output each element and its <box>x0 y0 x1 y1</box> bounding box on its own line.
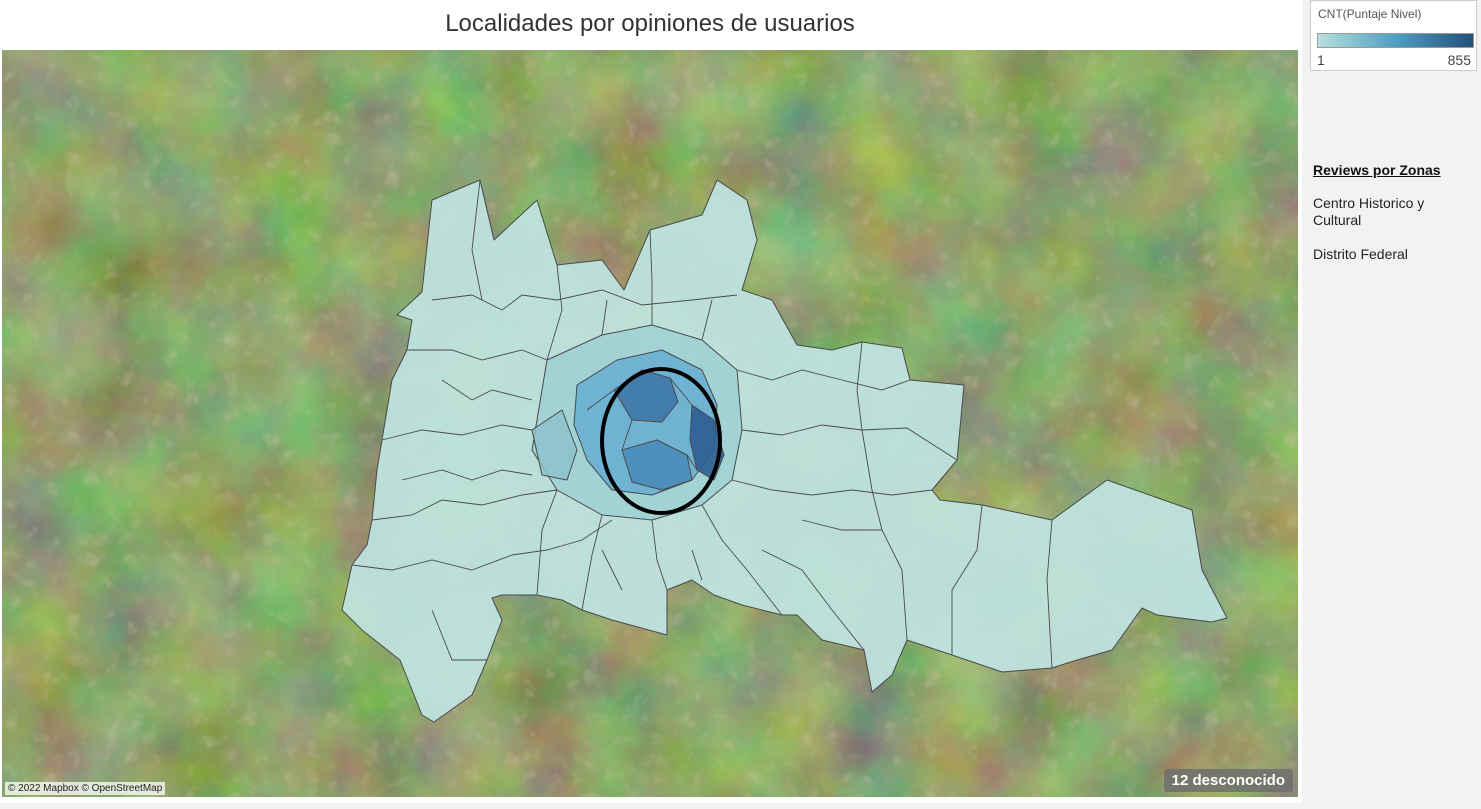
unknown-values-indicator[interactable]: 12 desconocido <box>1163 769 1293 792</box>
legend-min-value: 1 <box>1317 52 1325 68</box>
district-boundaries <box>351 179 1053 669</box>
zone-link-centro-historico[interactable]: Centro Historico y Cultural <box>1313 195 1425 228</box>
legend-max-value: 855 <box>1447 52 1471 68</box>
map-title: Localidades por opiniones de usuarios <box>445 10 855 37</box>
legend-title: CNT(Puntaje Nivel) <box>1318 7 1422 21</box>
district-edge-e[interactable] <box>531 409 578 481</box>
map-canvas[interactable] <box>2 50 1298 797</box>
zones-heading[interactable]: Reviews por Zonas <box>1313 162 1441 178</box>
district-center-d[interactable] <box>621 439 693 491</box>
choropleth-map[interactable]: © 2022 Mapbox © OpenStreetMap 12 descono… <box>2 50 1298 797</box>
zone-link-distrito-federal[interactable]: Distrito Federal <box>1313 246 1408 262</box>
highlight-circle <box>600 367 722 515</box>
color-legend: CNT(Puntaje Nivel) 1 855 <box>1310 0 1477 71</box>
map-worksheet: Localidades por opiniones de usuarios <box>0 0 1302 803</box>
district-center-c[interactable] <box>689 404 725 481</box>
zones-panel: Reviews por Zonas Centro Historico y Cul… <box>1313 162 1473 263</box>
legend-color-ramp <box>1317 33 1474 48</box>
map-attribution[interactable]: © 2022 Mapbox © OpenStreetMap <box>5 782 166 795</box>
district-polygons[interactable] <box>341 179 1228 723</box>
